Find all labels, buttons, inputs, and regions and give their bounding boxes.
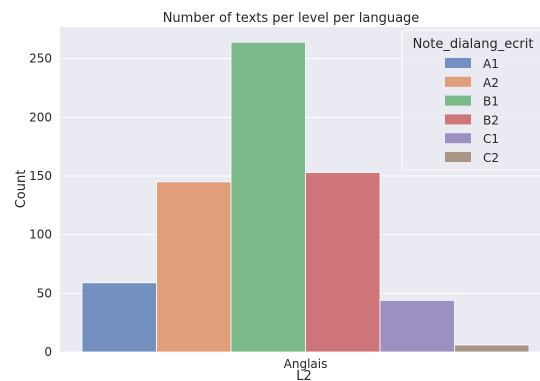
legend-label-a1: A1 [483,57,499,71]
legend-swatch-c1 [445,133,471,143]
legend-label-a2: A2 [483,76,499,90]
bar-b2 [306,172,381,352]
legend-label-b1: B1 [483,95,499,109]
y-ticks: 0 50 100 150 200 250 [29,52,52,359]
bar-c1 [380,300,455,352]
bar-b1 [231,42,306,352]
legend-swatch-b2 [445,114,471,124]
x-axis-label: L2 [296,369,312,381]
bar-a1 [82,283,157,352]
legend-label-c1: C1 [483,132,499,146]
y-tick-label: 50 [37,286,52,300]
y-tick-label: 250 [29,52,52,66]
y-tick-label: 100 [29,228,52,242]
legend-label-b2: B2 [483,113,499,127]
chart-title: Number of texts per level per language [163,11,420,26]
y-tick-label: 200 [29,110,52,124]
legend: Note_dialang_ecrit A1 A2 B1 B2 C1 C2 [402,30,540,170]
legend-swatch-a1 [445,58,471,68]
legend-label-c2: C2 [483,151,499,165]
legend-swatch-b1 [445,96,471,106]
y-axis-label: Count [14,170,29,209]
legend-swatch-c2 [445,152,471,162]
y-tick-label: 0 [44,345,52,359]
y-tick-label: 150 [29,169,52,183]
legend-swatch-a2 [445,77,471,87]
bar-c2 [455,345,530,352]
bar-a2 [157,182,232,352]
legend-title: Note_dialang_ecrit [413,37,534,52]
